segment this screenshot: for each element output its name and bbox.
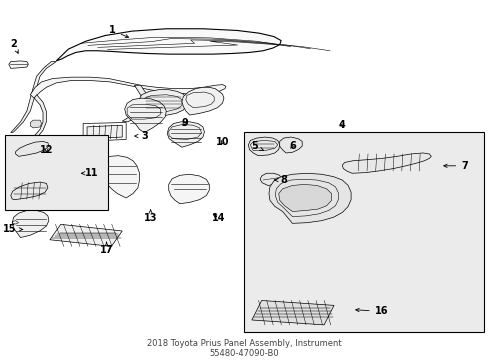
Polygon shape <box>122 85 149 122</box>
Polygon shape <box>278 184 331 211</box>
Polygon shape <box>100 156 139 198</box>
Text: 13: 13 <box>143 210 157 223</box>
Text: 9: 9 <box>181 117 188 127</box>
Text: 5: 5 <box>250 141 263 151</box>
Polygon shape <box>248 137 279 156</box>
Text: 1: 1 <box>109 26 128 38</box>
Text: 11: 11 <box>81 168 99 178</box>
Polygon shape <box>279 137 302 153</box>
Polygon shape <box>16 141 49 156</box>
Bar <box>5 135 107 210</box>
Polygon shape <box>87 125 122 139</box>
Text: 17: 17 <box>100 242 113 255</box>
Polygon shape <box>9 61 28 68</box>
Text: 15: 15 <box>3 224 22 234</box>
Text: 2018 Toyota Prius Panel Assembly, Instrument
55480-47090-B0: 2018 Toyota Prius Panel Assembly, Instru… <box>147 339 341 358</box>
Text: 14: 14 <box>212 213 225 223</box>
Polygon shape <box>260 173 281 185</box>
Polygon shape <box>268 173 350 223</box>
Text: 2: 2 <box>10 39 18 53</box>
Polygon shape <box>251 301 333 325</box>
Polygon shape <box>342 153 430 173</box>
Text: 12: 12 <box>40 145 53 154</box>
Polygon shape <box>30 77 225 98</box>
Polygon shape <box>12 211 49 238</box>
Text: 6: 6 <box>288 141 295 151</box>
Polygon shape <box>182 87 224 115</box>
Text: 7: 7 <box>443 161 467 171</box>
Polygon shape <box>30 120 41 128</box>
Polygon shape <box>124 98 166 132</box>
Polygon shape <box>50 224 122 246</box>
Text: 16: 16 <box>355 306 387 316</box>
Bar <box>244 132 483 332</box>
Polygon shape <box>28 95 46 142</box>
Polygon shape <box>139 90 186 117</box>
Polygon shape <box>56 29 281 61</box>
Text: 10: 10 <box>215 137 229 147</box>
Polygon shape <box>11 62 56 132</box>
Text: 4: 4 <box>338 120 345 130</box>
Polygon shape <box>167 122 204 147</box>
Text: 8: 8 <box>274 175 286 185</box>
Polygon shape <box>11 182 48 200</box>
Polygon shape <box>168 174 209 204</box>
Text: 3: 3 <box>135 131 147 141</box>
